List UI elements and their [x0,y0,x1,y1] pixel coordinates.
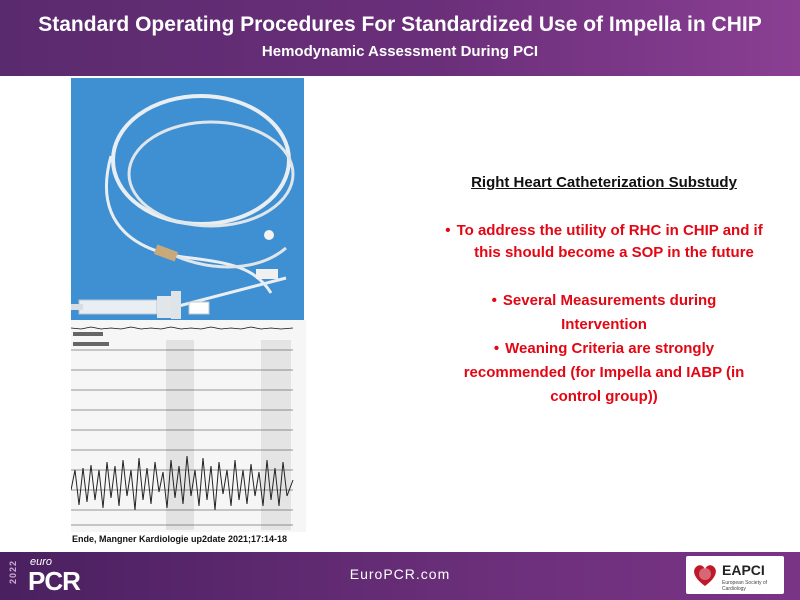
europcr-logo: PCR [28,566,81,596]
hemodynamic-tracing [71,320,306,532]
bullet-text: Weaning Criteria are strongly [505,340,715,357]
eapci-logo: EAPCI European Society of Cardiology [686,556,784,594]
bullet-weaning-cont2: control group)) [418,386,790,408]
website-url[interactable]: EuroPCR.com [349,566,451,582]
slide-title: Standard Operating Procedures For Standa… [38,13,762,36]
eapci-name: EAPCI [722,562,765,578]
bullet-text: To address the utility of RHC in CHIP an… [456,222,763,239]
catheter-illustration [71,78,304,320]
figure-caption: Ende, Mangner Kardiologie up2date 2021;1… [72,534,288,544]
heart-icon [694,565,716,586]
europcr-logo-prefix: euro [30,556,53,568]
bullet-text: Intervention [561,316,647,333]
bullet-text: recommended (for Impella and IABP (in [463,364,745,381]
bullet-measurements-cont: Intervention [418,314,790,336]
section-heading: Right Heart Catheterization Substudy [471,174,737,191]
bullet-text: control group)) [550,388,658,405]
slide-footer [0,552,800,600]
bullet-icon: • [493,340,500,357]
slide-subtitle: Hemodynamic Assessment During PCI [261,43,539,60]
bullet-weaning-cont: recommended (for Impella and IABP (in [418,362,790,384]
bullet-text: Several Measurements during [502,292,717,309]
bullet-rhc-utility: • To address the utility of RHC in CHIP a… [408,220,800,242]
eapci-subtitle: European Society of Cardiology [722,580,768,592]
bullet-icon: • [491,292,497,309]
bullet-icon: • [445,222,451,239]
bullet-rhc-utility-cont: this should become a SOP in the future [428,242,800,264]
bullet-text: this should become a SOP in the future [474,244,754,261]
slide-header: Standard Operating Procedures For Standa… [0,0,800,76]
catheter-photo [71,78,304,320]
bullet-measurements: • Several Measurements during [418,290,790,312]
pressure-tracing-image [71,320,306,532]
bullet-weaning: • Weaning Criteria are strongly [418,338,790,360]
